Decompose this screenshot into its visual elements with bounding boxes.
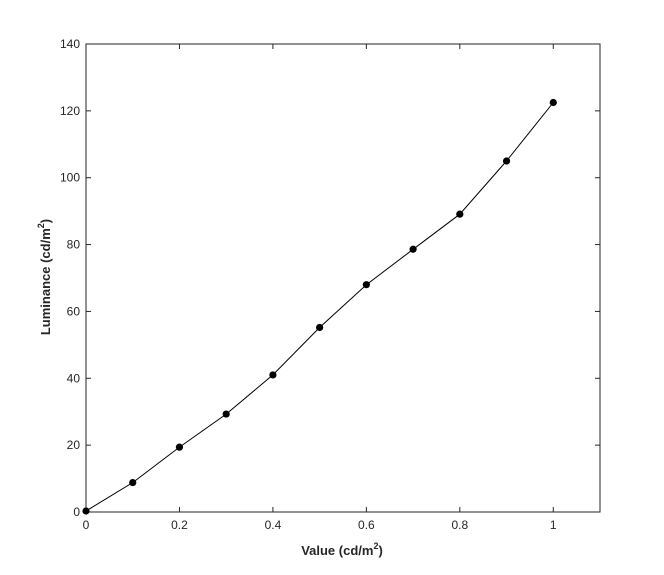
data-point	[502, 157, 511, 165]
y-tick-label: 60	[67, 304, 81, 318]
y-axis-title: Luminance (cd/m2)	[36, 219, 53, 335]
data-point	[362, 281, 370, 289]
data-point	[175, 443, 184, 451]
data-point	[409, 245, 417, 253]
y-tick-label: 40	[67, 371, 81, 385]
y-axis-title-tail: )	[38, 219, 53, 223]
x-axis-title-text: Value (cd/m	[301, 543, 373, 558]
data-point	[222, 410, 230, 418]
data-point	[549, 98, 557, 107]
data-point	[269, 371, 277, 379]
x-axis-ticks: 0 0.2 0.4 0.6 0.8 1	[83, 44, 557, 532]
x-tick-label: 0.2	[171, 518, 188, 532]
y-axis-title-text: Luminance (cd/m	[38, 228, 53, 335]
x-tick-label: 0.8	[451, 518, 468, 532]
y-tick-label: 120	[60, 104, 80, 118]
y-tick-label: 20	[67, 438, 81, 452]
y-axis-title-superscript: 2	[36, 223, 46, 228]
x-tick-label: 0	[83, 518, 90, 532]
x-tick-label: 0.4	[265, 518, 282, 532]
y-tick-label: 0	[73, 505, 80, 519]
y-tick-label: 80	[67, 238, 81, 252]
x-tick-label: 0.6	[358, 518, 375, 532]
y-tick-label: 140	[60, 37, 80, 51]
series-layer	[82, 98, 557, 515]
x-axis-title-superscript: 2	[373, 541, 378, 551]
y-tick-label: 100	[60, 171, 80, 185]
data-point	[82, 507, 90, 515]
data-point	[456, 210, 464, 218]
x-axis-title: Value (cd/m2)	[301, 541, 383, 558]
x-tick-label: 1	[550, 518, 557, 532]
data-point	[129, 478, 137, 487]
data-point	[316, 323, 324, 332]
plot-area-frame	[85, 43, 601, 513]
x-axis-title-tail: )	[378, 543, 382, 558]
